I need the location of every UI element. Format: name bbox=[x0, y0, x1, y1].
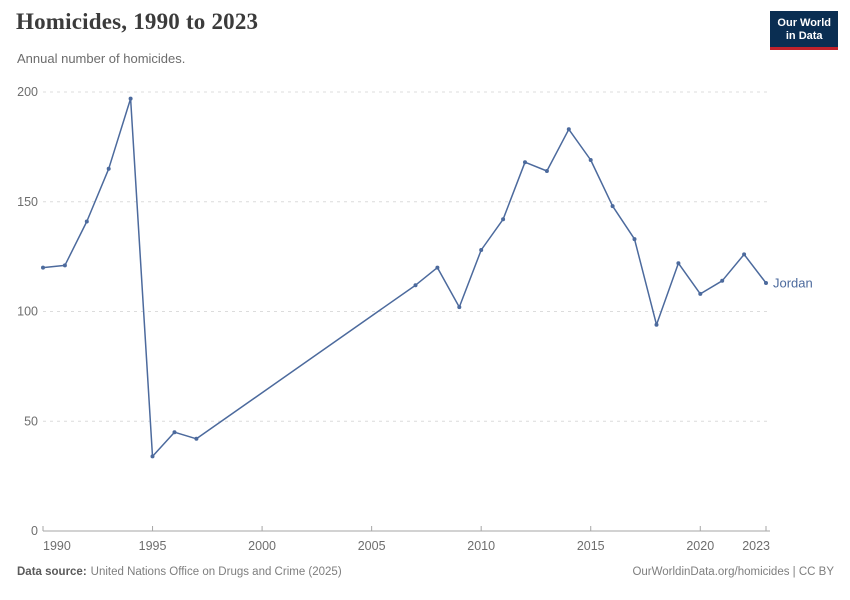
data-point[interactable] bbox=[128, 96, 133, 101]
data-point[interactable] bbox=[479, 248, 484, 252]
x-tick-label: 1995 bbox=[139, 539, 167, 553]
x-tick-label: 2023 bbox=[742, 539, 770, 553]
data-point[interactable] bbox=[588, 158, 593, 162]
data-point[interactable] bbox=[501, 217, 506, 222]
data-point[interactable] bbox=[413, 283, 418, 288]
y-tick-label: 0 bbox=[31, 524, 38, 538]
owid-logo-line2: in Data bbox=[785, 30, 823, 42]
credit-line[interactable]: OurWorldinData.org/homicides | CC BY bbox=[632, 566, 834, 578]
x-tick-label: 2020 bbox=[686, 539, 714, 553]
x-tick-label: 2010 bbox=[467, 539, 495, 553]
data-point[interactable] bbox=[84, 219, 89, 224]
x-tick-label: 2015 bbox=[577, 539, 605, 553]
data-point[interactable] bbox=[720, 278, 725, 283]
data-point[interactable] bbox=[610, 204, 615, 209]
data-point[interactable] bbox=[676, 261, 681, 266]
chart-footer: Data source: United Nations Office on Dru… bbox=[17, 566, 834, 578]
data-point[interactable] bbox=[566, 127, 571, 132]
owid-logo[interactable]: Our World in Data bbox=[770, 11, 838, 50]
data-point[interactable] bbox=[632, 237, 637, 242]
data-point[interactable] bbox=[764, 281, 768, 285]
owid-logo-line1: Our World bbox=[777, 17, 831, 29]
data-point[interactable] bbox=[742, 252, 747, 257]
data-point[interactable] bbox=[106, 166, 111, 171]
y-tick-label: 200 bbox=[17, 85, 38, 99]
data-source: Data source: United Nations Office on Dru… bbox=[17, 566, 342, 578]
chart-subtitle: Annual number of homicides. bbox=[17, 51, 186, 66]
data-point[interactable] bbox=[523, 160, 527, 165]
data-point[interactable] bbox=[544, 169, 549, 173]
x-tick-label: 1990 bbox=[43, 539, 71, 553]
x-tick-label: 2005 bbox=[358, 539, 386, 553]
data-point[interactable] bbox=[194, 436, 199, 441]
y-tick-label: 150 bbox=[17, 195, 38, 209]
data-point[interactable] bbox=[62, 263, 67, 268]
page-title: Homicides, 1990 to 2023 bbox=[16, 9, 259, 34]
data-point[interactable] bbox=[654, 322, 659, 327]
y-tick-label: 50 bbox=[24, 414, 38, 428]
data-point[interactable] bbox=[435, 265, 440, 270]
x-tick-label: 2000 bbox=[248, 539, 276, 553]
entity-label[interactable]: Jordan bbox=[773, 275, 813, 290]
data-point[interactable] bbox=[172, 430, 177, 435]
data-point[interactable] bbox=[457, 305, 462, 310]
data-source-label: Data source: bbox=[17, 566, 87, 578]
data-point[interactable] bbox=[698, 291, 703, 296]
data-point[interactable] bbox=[150, 454, 155, 459]
y-tick-label: 100 bbox=[17, 305, 38, 319]
series-line[interactable] bbox=[42, 97, 767, 458]
data-point[interactable] bbox=[41, 265, 45, 270]
data-source-text: United Nations Office on Drugs and Crime… bbox=[90, 566, 342, 578]
